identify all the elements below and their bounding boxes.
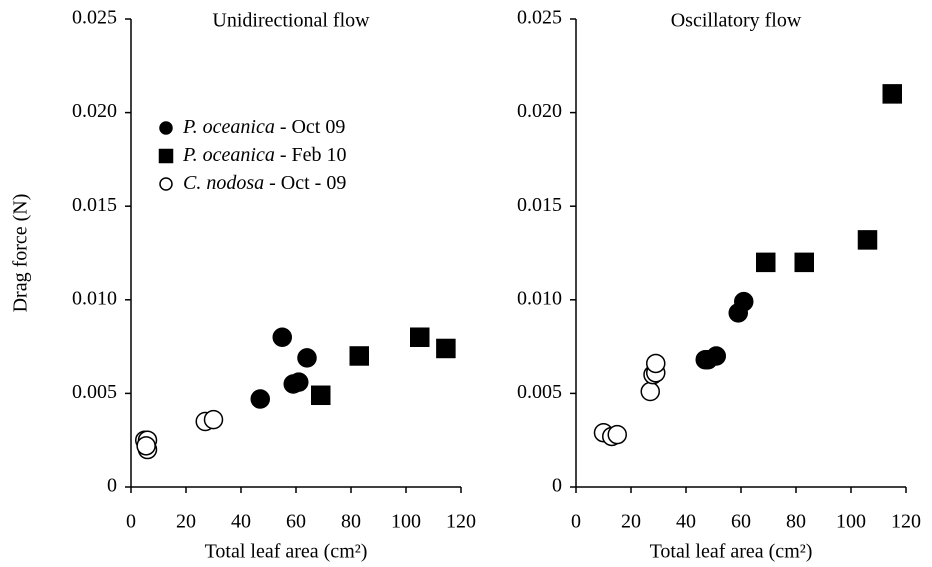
legend-marker <box>158 148 174 164</box>
square-marker <box>794 252 814 273</box>
circle-marker <box>607 424 627 445</box>
y-tick-label: 0.010 <box>517 287 562 309</box>
legend-label: C. nodosa - Oct - 09 <box>183 172 346 194</box>
legend-label: P. oceanica - Oct 09 <box>182 116 345 138</box>
x-tick-label: 100 <box>391 511 421 533</box>
square-marker <box>311 385 331 406</box>
y-tick-label: 0.015 <box>72 194 117 216</box>
circle-marker <box>297 348 317 368</box>
legend-marker <box>159 121 173 135</box>
y-tick-label: 0.025 <box>72 7 117 29</box>
square-marker <box>436 338 456 359</box>
y-tick-label: 0 <box>552 475 562 497</box>
square-marker <box>756 252 776 273</box>
x-tick-label: 40 <box>676 511 696 533</box>
circle-marker <box>734 291 754 312</box>
x-axis-label: Total leaf area (cm²) <box>650 541 813 563</box>
y-tick-label: 0.005 <box>72 381 117 403</box>
circle-marker <box>250 389 270 409</box>
circle-marker <box>640 381 660 402</box>
x-tick-label: 20 <box>621 511 641 533</box>
x-tick-label: 120 <box>446 511 476 533</box>
circle-marker <box>706 346 726 366</box>
square-marker <box>882 84 902 104</box>
x-tick-label: 80 <box>341 511 361 533</box>
legend-label: P. oceanica - Feb 10 <box>182 144 347 166</box>
y-tick-label: 0.020 <box>517 100 562 122</box>
x-tick-label: 120 <box>891 511 921 533</box>
x-axis-label: Total leaf area (cm²) <box>205 541 368 563</box>
circle-marker <box>136 436 156 456</box>
x-tick-label: 80 <box>786 511 806 533</box>
circle-marker <box>646 353 666 374</box>
x-tick-label: 60 <box>286 511 306 533</box>
y-tick-label: 0.015 <box>517 194 562 216</box>
y-tick-label: 0 <box>107 475 117 497</box>
circle-marker <box>203 409 224 430</box>
x-tick-label: 100 <box>836 511 866 533</box>
x-tick-label: 60 <box>731 511 751 533</box>
circle-marker <box>272 327 292 347</box>
y-tick-label: 0.025 <box>517 7 562 29</box>
x-tick-label: 0 <box>571 511 581 533</box>
x-tick-label: 40 <box>231 511 251 533</box>
y-axis-label: Drag force (N) <box>10 194 32 313</box>
y-tick-label: 0.005 <box>517 381 562 403</box>
chart-title: Unidirectional flow <box>212 10 370 32</box>
circle-marker <box>289 372 309 392</box>
square-marker <box>857 230 878 250</box>
y-tick-label: 0.010 <box>72 287 117 309</box>
square-marker <box>410 327 430 347</box>
x-tick-label: 0 <box>126 511 136 533</box>
y-tick-label: 0.020 <box>72 100 117 122</box>
square-marker <box>349 346 369 366</box>
legend-marker <box>159 177 173 191</box>
chart-title: Oscillatory flow <box>671 10 802 32</box>
x-tick-label: 20 <box>176 511 196 533</box>
